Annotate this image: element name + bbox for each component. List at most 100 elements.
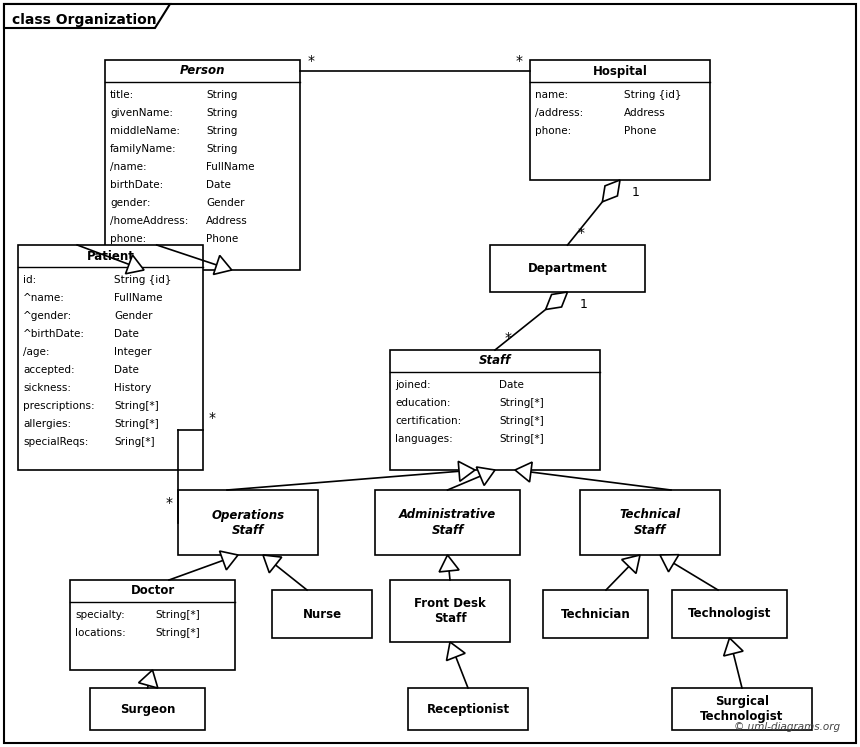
Text: Sring[*]: Sring[*] <box>114 437 155 447</box>
Text: *: * <box>505 331 512 345</box>
Polygon shape <box>213 255 231 274</box>
Polygon shape <box>219 551 238 570</box>
Text: Hospital: Hospital <box>593 64 648 78</box>
Text: gender:: gender: <box>110 198 150 208</box>
Text: Patient: Patient <box>87 249 134 262</box>
Text: Date: Date <box>499 380 524 390</box>
Text: phone:: phone: <box>110 234 146 244</box>
Polygon shape <box>545 292 568 309</box>
Text: certification:: certification: <box>395 416 461 426</box>
Bar <box>105 60 300 270</box>
Text: Staff: Staff <box>479 355 511 368</box>
Text: Receptionist: Receptionist <box>427 702 510 716</box>
Text: phone:: phone: <box>535 126 571 136</box>
Text: String: String <box>206 144 237 154</box>
Bar <box>490 245 645 292</box>
Text: String {id}: String {id} <box>114 275 172 285</box>
Text: String[*]: String[*] <box>499 434 544 444</box>
Text: FullName: FullName <box>114 293 163 303</box>
Polygon shape <box>723 638 743 656</box>
Polygon shape <box>476 467 495 486</box>
Text: Date: Date <box>206 180 231 190</box>
Polygon shape <box>660 555 679 572</box>
Text: allergies:: allergies: <box>23 419 71 429</box>
Text: FullName: FullName <box>206 162 255 172</box>
Text: Phone: Phone <box>624 126 656 136</box>
Text: String[*]: String[*] <box>156 628 200 638</box>
Polygon shape <box>602 180 620 202</box>
Text: String[*]: String[*] <box>499 398 544 408</box>
Polygon shape <box>458 462 475 481</box>
Polygon shape <box>622 555 640 574</box>
Text: String: String <box>206 126 237 136</box>
Polygon shape <box>446 642 465 660</box>
Text: String {id}: String {id} <box>624 90 681 100</box>
Bar <box>178 490 318 555</box>
Text: Surgeon: Surgeon <box>120 702 175 716</box>
Text: String: String <box>206 108 237 118</box>
Text: languages:: languages: <box>395 434 452 444</box>
Polygon shape <box>4 4 170 28</box>
Bar <box>90 688 205 730</box>
Text: *: * <box>578 226 585 240</box>
Text: education:: education: <box>395 398 451 408</box>
Bar <box>272 590 372 638</box>
Text: Surgical
Technologist: Surgical Technologist <box>700 695 783 723</box>
Bar <box>530 60 710 180</box>
Text: Technologist: Technologist <box>688 607 771 621</box>
Text: Address: Address <box>206 216 249 226</box>
Text: /address:: /address: <box>535 108 583 118</box>
Bar <box>672 688 812 730</box>
Text: ^gender:: ^gender: <box>23 311 72 321</box>
Text: 1: 1 <box>632 186 640 199</box>
Text: Date: Date <box>114 365 139 375</box>
Text: String[*]: String[*] <box>114 401 159 411</box>
Polygon shape <box>126 255 144 273</box>
Polygon shape <box>263 555 282 573</box>
Text: 1: 1 <box>580 298 587 311</box>
Bar <box>580 490 720 555</box>
Text: locations:: locations: <box>75 628 126 638</box>
Polygon shape <box>138 670 158 688</box>
Text: Gender: Gender <box>114 311 153 321</box>
Polygon shape <box>439 555 459 572</box>
Text: ^birthDate:: ^birthDate: <box>23 329 85 339</box>
Text: class Organization: class Organization <box>12 13 157 27</box>
Text: *: * <box>209 411 216 425</box>
Text: middleName:: middleName: <box>110 126 180 136</box>
Text: /homeAddress:: /homeAddress: <box>110 216 188 226</box>
Bar <box>672 590 787 638</box>
Text: givenName:: givenName: <box>110 108 173 118</box>
Text: accepted:: accepted: <box>23 365 75 375</box>
Polygon shape <box>515 462 532 482</box>
Text: *: * <box>166 497 173 510</box>
Bar <box>390 350 600 470</box>
Text: familyName:: familyName: <box>110 144 176 154</box>
Text: birthDate:: birthDate: <box>110 180 163 190</box>
Text: Address: Address <box>624 108 666 118</box>
Text: Doctor: Doctor <box>131 584 175 598</box>
Text: specialty:: specialty: <box>75 610 125 620</box>
Text: prescriptions:: prescriptions: <box>23 401 95 411</box>
Text: joined:: joined: <box>395 380 431 390</box>
Text: ^name:: ^name: <box>23 293 64 303</box>
Bar <box>408 688 528 730</box>
Text: Front Desk
Staff: Front Desk Staff <box>415 597 486 625</box>
Text: String: String <box>206 90 237 100</box>
Text: Date: Date <box>114 329 139 339</box>
Text: /name:: /name: <box>110 162 146 172</box>
Bar <box>375 490 520 555</box>
Text: String[*]: String[*] <box>499 416 544 426</box>
Text: *: * <box>308 54 315 68</box>
Text: specialReqs:: specialReqs: <box>23 437 89 447</box>
Bar <box>390 580 510 642</box>
Text: Department: Department <box>528 262 607 275</box>
Text: id:: id: <box>23 275 36 285</box>
Text: String[*]: String[*] <box>114 419 159 429</box>
Text: Operations
Staff: Operations Staff <box>212 509 285 536</box>
Text: Gender: Gender <box>206 198 245 208</box>
Text: © uml-diagrams.org: © uml-diagrams.org <box>734 722 840 732</box>
Text: Person: Person <box>180 64 225 78</box>
Text: Nurse: Nurse <box>303 607 341 621</box>
Text: sickness:: sickness: <box>23 383 71 393</box>
